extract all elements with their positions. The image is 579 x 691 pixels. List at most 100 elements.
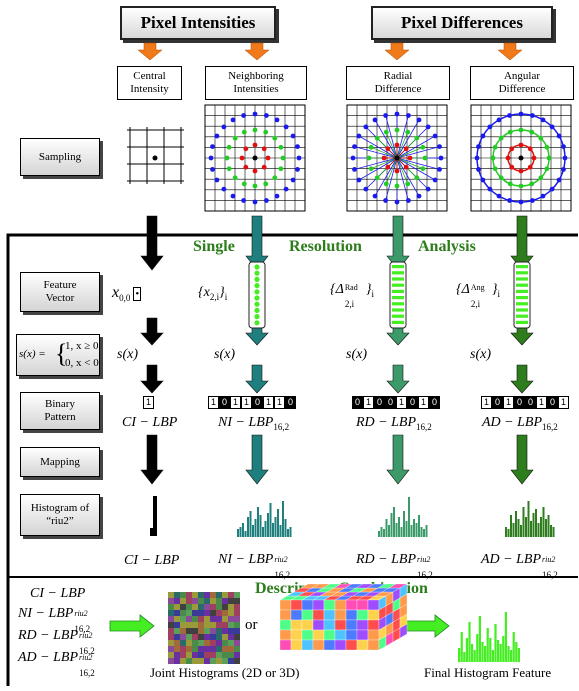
sample-point xyxy=(544,166,550,172)
joint-3d-front-cell xyxy=(312,599,325,611)
vector-element xyxy=(516,308,528,312)
bit-cell: 0 xyxy=(547,396,558,409)
joint-2d-cell xyxy=(222,616,228,622)
sample-point xyxy=(496,117,502,123)
radial-line xyxy=(396,146,440,159)
vector-element xyxy=(392,289,404,293)
joint-2d-cell xyxy=(186,658,192,664)
joint-3d-front-cell xyxy=(301,599,314,611)
joint-3d-front-cell xyxy=(356,619,369,631)
sample-point xyxy=(529,198,535,203)
ad-lbp-riu2: AD − LBP riu2 16,2 xyxy=(481,552,558,580)
vector-element xyxy=(392,271,404,275)
joint-3d-front-cell xyxy=(323,609,336,621)
joint-3d-front-cell xyxy=(323,639,336,651)
joint-2d-cell xyxy=(168,616,174,622)
radial-line xyxy=(385,131,398,159)
joint-2d-cell xyxy=(180,616,186,622)
neighboring-intensities-grid xyxy=(204,104,306,212)
hist-bar xyxy=(262,527,264,537)
joint-2d-cell xyxy=(234,622,240,628)
radial-line xyxy=(396,146,424,159)
joint-3d-front-cell xyxy=(356,609,369,621)
joint-2d-cell xyxy=(234,658,240,664)
flow-arrow xyxy=(510,434,534,485)
joint-3d-front-cell xyxy=(334,619,347,631)
joint-2d-cell xyxy=(168,658,174,664)
hist-bar xyxy=(267,513,269,537)
joint-3d-front-cell xyxy=(334,639,347,651)
sample-point xyxy=(230,117,236,123)
joint-2d-cell xyxy=(186,634,192,640)
joint-2d-cell xyxy=(180,646,186,652)
sample-point xyxy=(405,113,411,118)
sample-point xyxy=(437,166,442,172)
angular-difference-label: Angular Difference xyxy=(470,66,574,100)
joint-2d-cell xyxy=(168,652,174,658)
sample-point xyxy=(283,124,289,130)
joint-3d-front-cell xyxy=(290,639,303,651)
sample-point xyxy=(296,155,302,161)
joint-2d-cell xyxy=(222,628,228,634)
sample-point xyxy=(221,124,227,130)
final-histogram-caption: Final Histogram Feature xyxy=(424,665,552,680)
sample-point xyxy=(518,111,524,117)
sample-point xyxy=(352,144,357,150)
joint-2d-cell xyxy=(192,658,198,664)
joint-2d-cell xyxy=(198,598,204,604)
sample-point xyxy=(527,164,533,170)
hist-bar xyxy=(284,519,287,537)
flow-arrow xyxy=(386,364,410,394)
s-function-case2: 0, x < 0 xyxy=(65,357,99,369)
joint-2d-cell xyxy=(174,628,180,634)
ci-lbp-label: CI − LBP xyxy=(122,415,178,430)
joint-2d-cell xyxy=(192,622,198,628)
hist-bar xyxy=(522,507,525,537)
sample-point xyxy=(283,186,289,192)
radial-line xyxy=(370,157,398,170)
joint-3d-front-cell xyxy=(345,639,358,651)
joint-3d-front-cell xyxy=(301,629,314,641)
neighboring-intensities-label: Neighboring Intensities xyxy=(205,66,307,100)
sample-point xyxy=(394,111,400,117)
joint-2d-cell xyxy=(192,616,198,622)
joint-2d-cell xyxy=(228,622,234,628)
final-hist-bar xyxy=(468,622,471,662)
sample-point xyxy=(261,146,267,152)
hist-bar xyxy=(403,511,405,537)
sample-point xyxy=(295,166,300,172)
radial-line xyxy=(396,157,424,170)
joint-2d-cell xyxy=(180,592,186,598)
joint-2d-cell xyxy=(186,598,192,604)
bit-cell: 1 xyxy=(363,396,374,409)
joint-2d-cell xyxy=(210,604,216,610)
ci-binary-pattern: 1 xyxy=(143,396,154,409)
joint-2d-cell xyxy=(174,652,180,658)
final-hist-bar xyxy=(486,628,489,662)
joint-3d-front-cell xyxy=(367,599,380,611)
joint-2d-cell xyxy=(168,592,174,598)
sample-point xyxy=(518,183,524,189)
joint-2d-cell xyxy=(198,604,204,610)
bit-cell: 0 xyxy=(219,396,230,409)
joint-2d-cell xyxy=(186,652,192,658)
flow-arrow xyxy=(510,364,534,394)
vector-element xyxy=(254,320,260,326)
joint-2d-cell xyxy=(234,610,240,616)
joint-2d-cell xyxy=(192,652,198,658)
vector-element xyxy=(392,277,404,281)
joint-2d-cell xyxy=(210,610,216,616)
joint-2d-cell xyxy=(216,658,222,664)
combo-ci: CI − LBP xyxy=(30,586,86,601)
joint-2d-cell xyxy=(168,634,174,640)
vector-element xyxy=(516,289,528,293)
hist-bar xyxy=(512,523,515,537)
joint-3d-side-cell xyxy=(399,623,408,639)
sample-point xyxy=(476,144,481,150)
vector-element xyxy=(392,302,404,306)
joint-2d-cell xyxy=(192,646,198,652)
joint-2d-cell xyxy=(168,628,174,634)
joint-3d-front-cell xyxy=(345,629,358,641)
joint-2d-cell xyxy=(174,598,180,604)
